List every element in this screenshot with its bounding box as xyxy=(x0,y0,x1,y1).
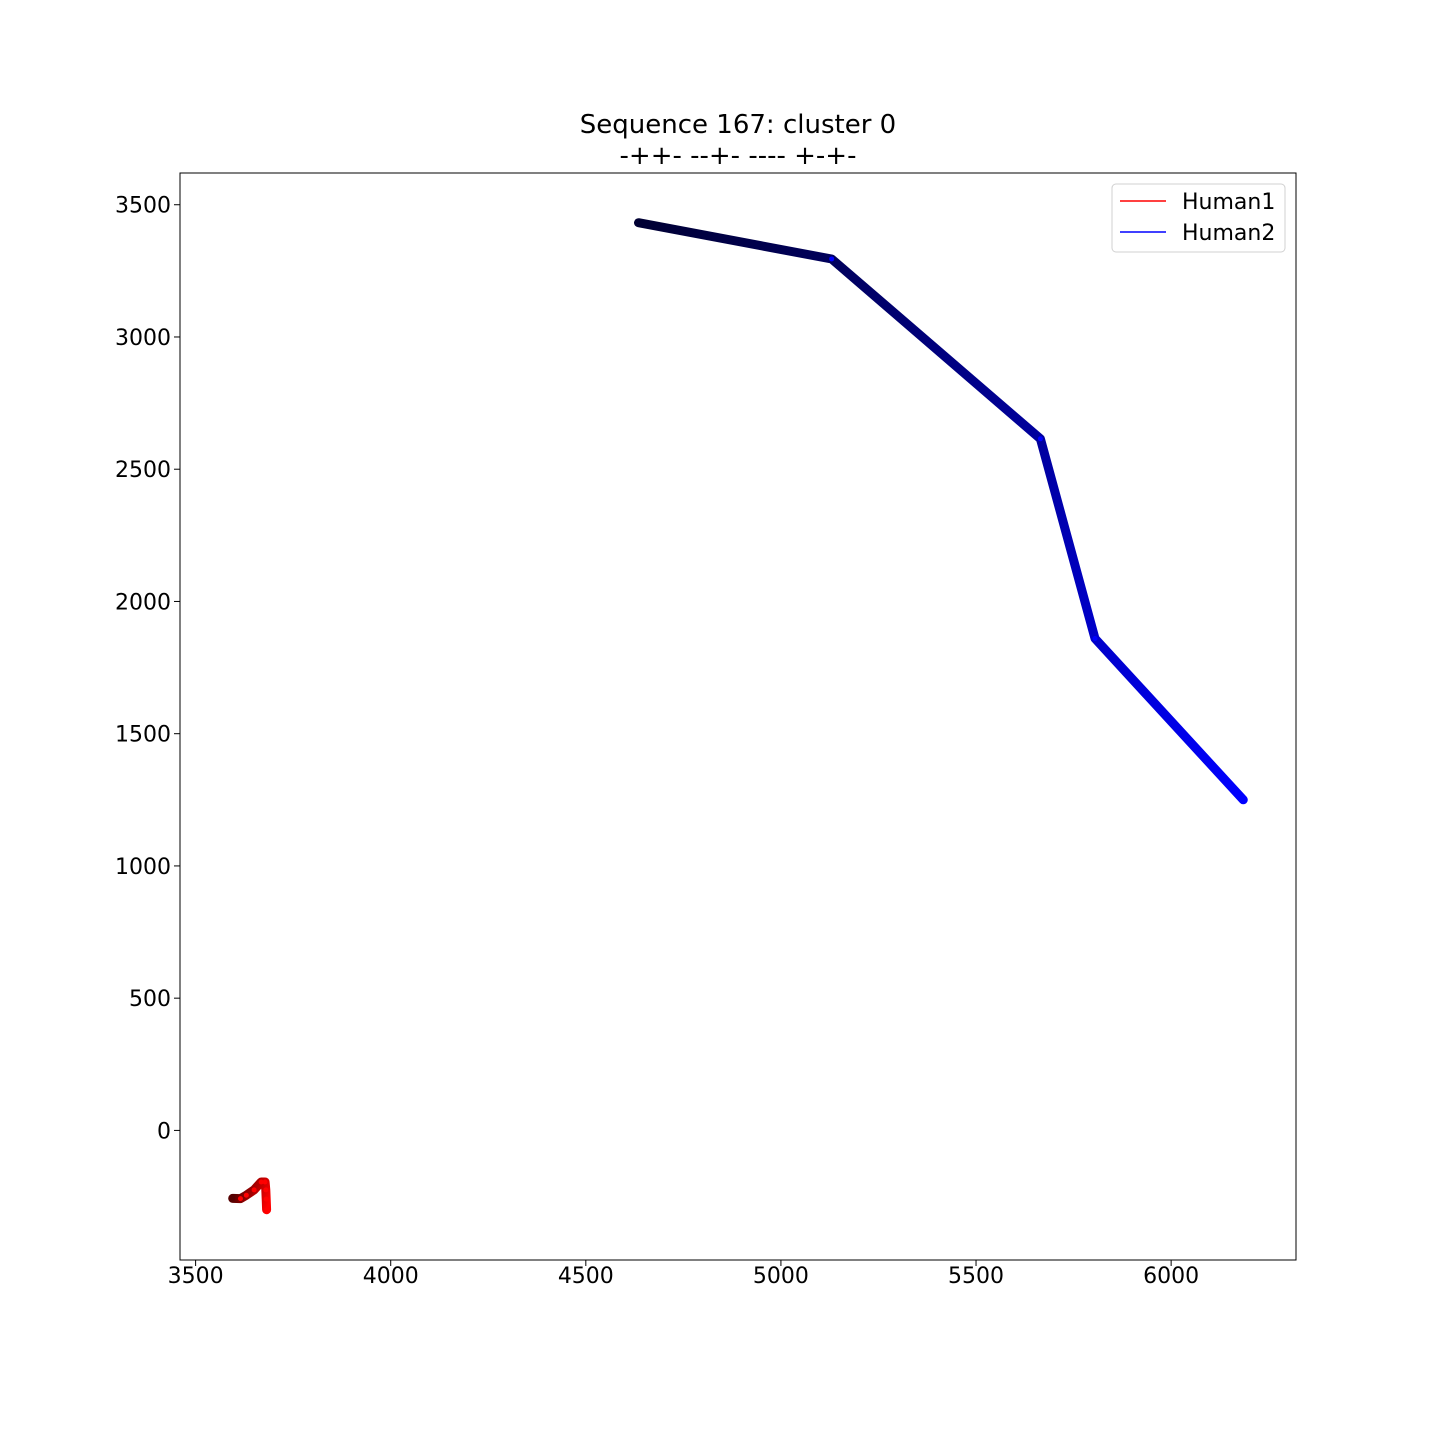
data-point xyxy=(263,1187,269,1193)
data-point xyxy=(243,1192,249,1198)
series-layer xyxy=(228,218,1248,1215)
data-point xyxy=(262,1179,268,1185)
y-tick-label: 1000 xyxy=(115,855,171,880)
legend: Human1 Human2 xyxy=(1111,183,1286,253)
y-tick-label: 3000 xyxy=(115,326,171,351)
x-tick-label: 6000 xyxy=(1143,1264,1199,1289)
y-tick-label: 2500 xyxy=(115,458,171,483)
series-line-human1 xyxy=(228,1177,272,1215)
y-tick-label: 3500 xyxy=(115,194,171,219)
data-point xyxy=(1240,797,1246,803)
legend-label: Human1 xyxy=(1182,190,1275,215)
x-axis: 3500 4000 4500 5000 5500 6000 xyxy=(168,1260,1199,1289)
data-point xyxy=(829,256,835,262)
y-axis: 0 500 1000 1500 2000 2500 3000 3500 xyxy=(115,194,180,1144)
data-point xyxy=(237,1196,243,1202)
y-tick-label: 2000 xyxy=(115,590,171,615)
x-tick-label: 5500 xyxy=(948,1264,1004,1289)
x-tick-label: 4500 xyxy=(558,1264,614,1289)
data-point xyxy=(264,1207,270,1213)
data-point xyxy=(230,1195,236,1201)
legend-label: Human2 xyxy=(1182,221,1275,246)
y-tick-label: 500 xyxy=(129,987,171,1012)
data-point xyxy=(258,1179,264,1185)
chart-title: Sequence 167: cluster 0 xyxy=(579,110,897,140)
y-tick-label: 0 xyxy=(157,1119,171,1144)
x-tick-label: 5000 xyxy=(753,1264,809,1289)
data-point xyxy=(263,1196,269,1202)
x-tick-label: 4000 xyxy=(363,1264,419,1289)
plot-frame xyxy=(179,172,1297,1261)
chart-subtitle: -++- --+- ---- +-+- xyxy=(619,141,857,171)
x-tick-label: 3500 xyxy=(168,1264,224,1289)
data-point xyxy=(1037,436,1043,442)
data-point xyxy=(1092,635,1098,641)
series-line-human2 xyxy=(634,218,1248,805)
data-point xyxy=(251,1187,257,1193)
y-tick-label: 1500 xyxy=(115,723,171,748)
data-point xyxy=(635,220,641,226)
